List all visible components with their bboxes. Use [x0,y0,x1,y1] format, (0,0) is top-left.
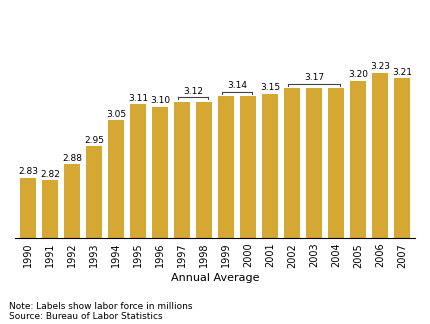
X-axis label: Annual Average: Annual Average [171,273,259,283]
Text: 3.10: 3.10 [150,97,170,106]
Text: 2.95: 2.95 [84,136,104,145]
Bar [196,101,212,324]
Text: 3.15: 3.15 [260,83,280,92]
Text: 3.14: 3.14 [227,81,247,90]
Bar [174,101,190,324]
Bar [20,178,37,324]
Text: 2.82: 2.82 [40,170,60,179]
Text: 2.88: 2.88 [62,154,82,163]
Bar [108,120,124,324]
Bar [306,88,322,324]
Text: Source: Bureau of Labor Statistics: Source: Bureau of Labor Statistics [9,312,162,321]
Bar [86,146,102,324]
Bar [42,180,58,324]
Text: 3.11: 3.11 [128,94,148,103]
Bar [130,104,146,324]
Bar [372,73,388,324]
Text: 3.05: 3.05 [106,110,126,119]
Bar [218,96,234,324]
Text: Note: Labels show labor force in millions: Note: Labels show labor force in million… [9,302,192,311]
Bar [240,96,256,324]
Bar [152,107,168,324]
Bar [393,78,410,324]
Bar [350,81,366,324]
Bar [64,165,80,324]
Bar [262,94,278,324]
Text: 3.17: 3.17 [304,74,324,82]
Text: 3.23: 3.23 [370,63,390,71]
Text: 3.12: 3.12 [183,87,203,96]
Text: 3.21: 3.21 [392,68,412,77]
Text: 3.20: 3.20 [348,70,368,79]
Bar [328,88,344,324]
Text: 2.83: 2.83 [18,167,38,176]
Bar [284,88,300,324]
